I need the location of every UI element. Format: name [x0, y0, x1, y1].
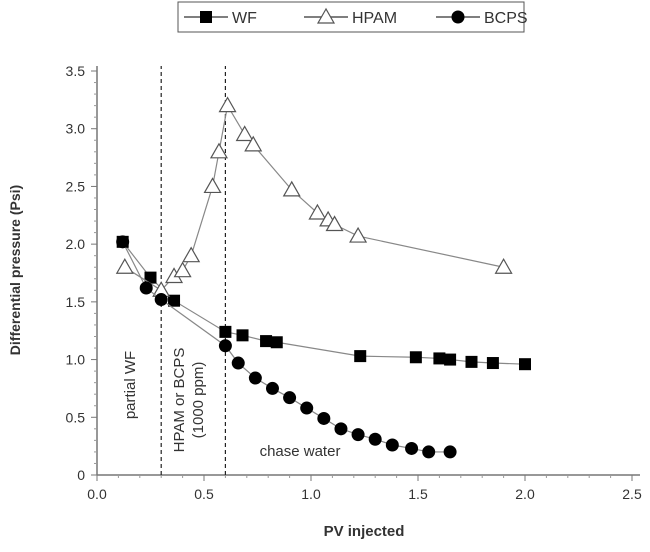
- legend-label-wf: WF: [232, 10, 257, 27]
- x-tick-label: 2.0: [515, 486, 535, 502]
- data-point-hpam: [218, 96, 237, 113]
- y-tick-label: 3.0: [66, 121, 86, 137]
- data-point-bcps: [422, 445, 436, 459]
- y-tick-label: 1.5: [66, 294, 86, 310]
- x-tick-label: 0.5: [194, 486, 214, 502]
- data-point-bcps: [265, 381, 279, 395]
- data-point-hpam: [203, 177, 222, 194]
- series-line-hpam: [124, 103, 504, 292]
- data-point-bcps: [351, 428, 365, 442]
- data-point-hpam: [235, 125, 254, 142]
- annotation-concentration: (1000 ppm): [190, 362, 207, 439]
- data-point-hpam: [349, 226, 368, 243]
- data-point-wf: [260, 335, 273, 348]
- data-point-hpam: [494, 258, 513, 274]
- x-axis-label: PV injected: [324, 523, 405, 540]
- data-point-wf: [270, 336, 283, 349]
- data-point-wf: [144, 271, 157, 284]
- data-point-bcps: [248, 371, 262, 385]
- legend: WF HPAM BCPS: [177, 1, 528, 33]
- data-point-wf: [465, 355, 478, 368]
- data-point-hpam: [115, 258, 134, 274]
- data-point-bcps: [317, 411, 331, 425]
- y-axis-label: Differential pressure (Psi): [7, 185, 23, 355]
- legend-label-bcps: BCPS: [484, 10, 528, 27]
- series-line-wf: [122, 241, 526, 365]
- data-point-hpam: [244, 135, 263, 152]
- data-point-bcps: [405, 441, 419, 455]
- y-tick-label: 2.0: [66, 236, 86, 252]
- data-point-bcps: [385, 438, 399, 452]
- y-tick-label: 3.5: [66, 63, 86, 79]
- y-tick-label: 0: [77, 467, 85, 483]
- legend-marker-hpam: [316, 7, 336, 24]
- data-point-bcps: [116, 235, 130, 249]
- data-point-bcps: [283, 391, 297, 405]
- data-point-hpam: [173, 261, 192, 278]
- annotation-injection: HPAM or BCPS: [171, 348, 188, 453]
- data-point-wf: [354, 350, 367, 363]
- data-point-bcps: [139, 281, 153, 295]
- legend-marker-bcps: [451, 10, 465, 24]
- legend-label-hpam: HPAM: [352, 10, 397, 27]
- data-point-bcps: [334, 422, 348, 436]
- data-point-bcps: [231, 356, 245, 370]
- x-tick-label: 2.5: [622, 486, 642, 502]
- data-point-bcps: [218, 339, 232, 353]
- data-point-bcps: [368, 432, 382, 446]
- data-point-hpam: [282, 180, 301, 197]
- annotation-chase-water: chase water: [260, 443, 341, 460]
- data-point-hpam: [308, 203, 327, 220]
- data-point-hpam: [209, 142, 229, 159]
- data-point-bcps: [154, 293, 168, 307]
- series-bcps: [116, 235, 457, 459]
- y-tick-label: 1.0: [66, 352, 86, 368]
- x-tick-label: 1.5: [408, 486, 428, 502]
- data-point-hpam: [182, 246, 201, 263]
- data-point-hpam: [325, 215, 344, 232]
- series-wf: [116, 235, 531, 371]
- y-tick-label: 2.5: [66, 178, 86, 194]
- data-point-wf: [168, 294, 181, 307]
- data-point-wf: [219, 325, 232, 338]
- annotation-partial-wf: partial WF: [122, 351, 139, 419]
- data-point-wf: [444, 353, 457, 366]
- y-tick-label: 0.5: [66, 409, 86, 425]
- x-tick-label: 1.0: [301, 486, 321, 502]
- series-hpam: [115, 96, 513, 297]
- data-point-wf: [433, 352, 446, 365]
- data-point-wf: [409, 351, 422, 364]
- x-tick-label: 0.0: [87, 486, 107, 502]
- data-point-wf: [236, 329, 249, 342]
- legend-marker-wf: [200, 11, 212, 23]
- data-point-bcps: [300, 401, 314, 415]
- data-point-wf: [519, 358, 531, 371]
- data-point-bcps: [443, 445, 457, 459]
- data-point-wf: [486, 357, 499, 370]
